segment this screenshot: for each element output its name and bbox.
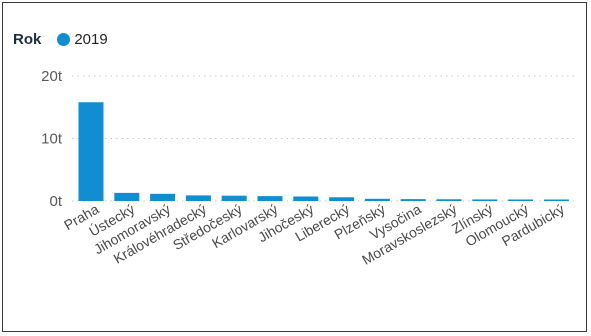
bar[interactable]: [78, 102, 104, 201]
bar[interactable]: [400, 199, 426, 201]
bar[interactable]: [257, 196, 283, 201]
bar[interactable]: [185, 195, 211, 201]
bar[interactable]: [221, 195, 247, 201]
bar[interactable]: [436, 199, 462, 201]
legend-title: Rok: [13, 31, 42, 48]
bar[interactable]: [508, 199, 534, 202]
y-tick-label: 10t: [41, 131, 63, 148]
bar[interactable]: [293, 196, 319, 202]
bar[interactable]: [543, 199, 569, 202]
bar[interactable]: [472, 199, 498, 201]
legend-series-label: 2019: [74, 31, 108, 48]
legend-swatch: [57, 33, 71, 46]
y-tick-label: 0t: [49, 193, 62, 210]
bar[interactable]: [329, 197, 355, 201]
y-tick-label: 20t: [41, 68, 63, 85]
chart-legend: Rok 2019: [13, 31, 108, 48]
bar[interactable]: [364, 198, 390, 201]
bar[interactable]: [150, 193, 176, 201]
bar[interactable]: [114, 192, 140, 201]
